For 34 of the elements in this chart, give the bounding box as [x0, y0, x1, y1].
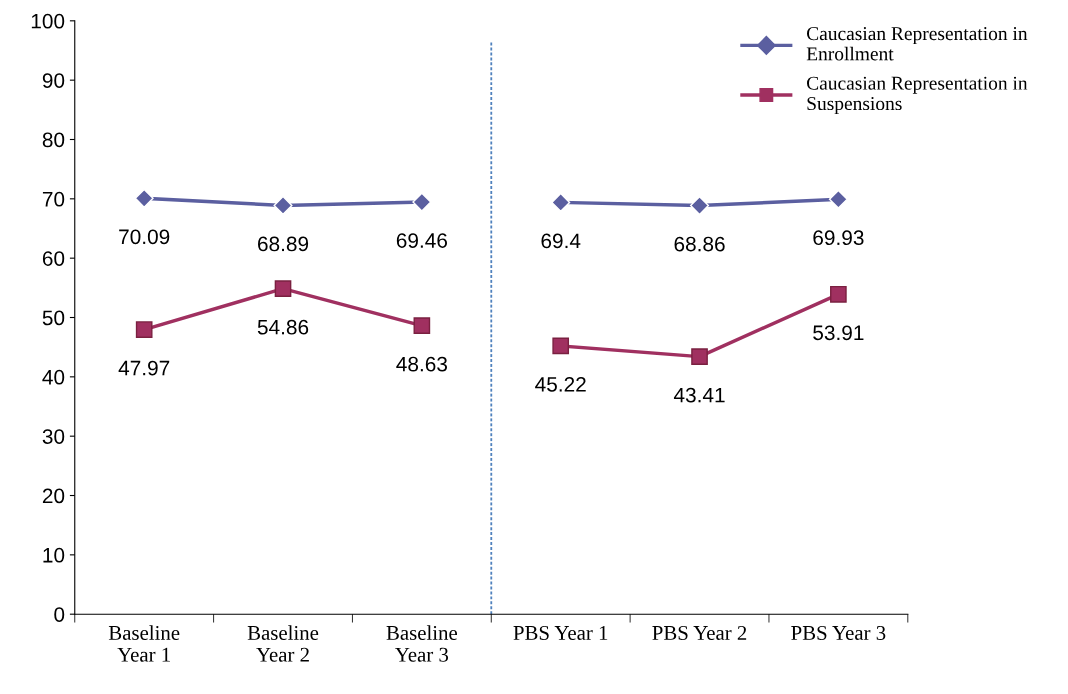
point: [830, 285, 847, 303]
data-label: 69.4: [541, 233, 581, 249]
y-tick-label: 10: [43, 547, 65, 563]
x-tick-label: Baseline Year 3: [386, 625, 457, 662]
data-label: 69.93: [813, 230, 864, 246]
x-tick-label: Baseline Year 1: [108, 625, 180, 662]
data-label: 47.97: [118, 360, 170, 376]
x-tick-label: PBS Year 2: [652, 625, 747, 640]
data-label: 68.86: [674, 236, 725, 252]
y-tick-label: 30: [42, 429, 65, 444]
data-label: 53.91: [813, 325, 864, 341]
y-tick-label: 40: [42, 369, 65, 385]
data-label: 45.22: [535, 376, 586, 392]
y-tick-label: 20: [42, 488, 65, 504]
data-label: 70.09: [119, 229, 170, 245]
point: [552, 337, 570, 355]
x-tick-label: PBS Year 1: [513, 625, 608, 640]
y-tick-label: 50: [42, 310, 65, 326]
x-tick-label: PBS Year 3: [791, 625, 886, 640]
y-tick-label: 80: [42, 132, 65, 148]
y-tick-label: 70: [42, 191, 65, 207]
x-tick-label: Baseline Year 2: [247, 625, 319, 662]
data-label: 54.86: [257, 319, 309, 335]
data-label: 43.41: [673, 387, 725, 403]
legend-label: Caucasian Representation in Enrollment: [806, 27, 1028, 61]
legend-label: Caucasian Representation in Suspensions: [807, 76, 1028, 115]
y-tick-label: 90: [42, 73, 65, 88]
data-label: 68.89: [258, 236, 309, 252]
y-tick-label: 60: [42, 251, 65, 266]
data-label: 48.63: [396, 356, 448, 372]
point: [691, 348, 708, 365]
y-tick-label: 100: [31, 13, 65, 29]
y-tick-label: 0: [54, 607, 65, 622]
data-label: 69.46: [396, 233, 448, 248]
